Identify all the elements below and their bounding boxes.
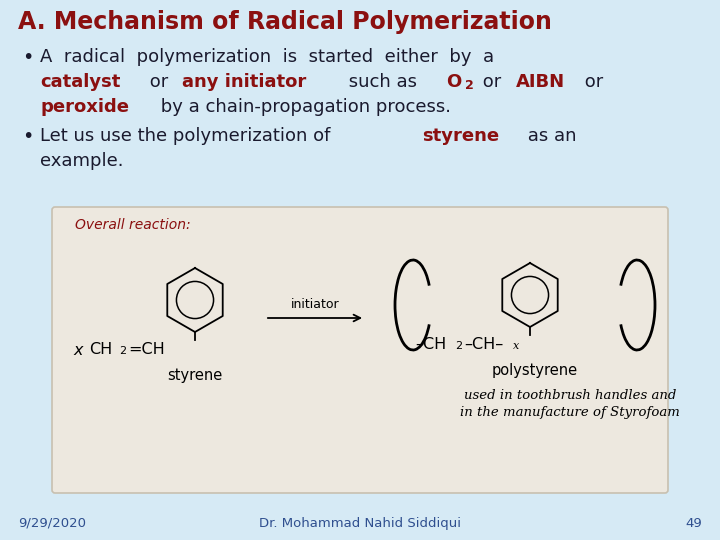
Text: styrene: styrene (167, 368, 222, 383)
Text: used in toothbrush handles and: used in toothbrush handles and (464, 389, 676, 402)
Text: or: or (579, 73, 603, 91)
Text: Dr. Mohammad Nahid Siddiqui: Dr. Mohammad Nahid Siddiqui (259, 517, 461, 530)
Text: O: O (446, 73, 461, 91)
Text: $x$: $x$ (73, 342, 85, 359)
Text: Let us use the polymerization of: Let us use the polymerization of (40, 127, 336, 145)
Text: or: or (144, 73, 174, 91)
Text: 49: 49 (685, 517, 702, 530)
Text: –CH–: –CH– (464, 337, 504, 352)
Text: 2: 2 (465, 79, 474, 92)
Text: •: • (22, 127, 33, 146)
Text: •: • (22, 48, 33, 67)
Text: styrene: styrene (422, 127, 499, 145)
Text: =CH: =CH (128, 342, 165, 357)
Text: or: or (477, 73, 507, 91)
Text: example.: example. (40, 152, 124, 170)
Text: initiator: initiator (291, 298, 339, 311)
Text: x: x (513, 341, 519, 351)
Text: polystyrene: polystyrene (492, 363, 578, 378)
Text: 2: 2 (455, 341, 462, 351)
Text: Overall reaction:: Overall reaction: (75, 218, 191, 232)
Text: such as: such as (343, 73, 423, 91)
Text: A  radical  polymerization  is  started  either  by  a: A radical polymerization is started eith… (40, 48, 494, 66)
Text: A. Mechanism of Radical Polymerization: A. Mechanism of Radical Polymerization (18, 10, 552, 34)
Text: in the manufacture of Styrofoam: in the manufacture of Styrofoam (460, 406, 680, 419)
FancyBboxPatch shape (52, 207, 668, 493)
Text: any initiator: any initiator (182, 73, 307, 91)
Text: peroxide: peroxide (40, 98, 129, 116)
Text: 2: 2 (119, 346, 126, 356)
Text: by a chain-propagation process.: by a chain-propagation process. (155, 98, 451, 116)
Text: as an: as an (521, 127, 576, 145)
Text: AIBN: AIBN (516, 73, 564, 91)
Text: 9/29/2020: 9/29/2020 (18, 517, 86, 530)
Text: CH: CH (89, 342, 112, 357)
Text: –CH: –CH (415, 337, 446, 352)
Text: catalyst: catalyst (40, 73, 120, 91)
